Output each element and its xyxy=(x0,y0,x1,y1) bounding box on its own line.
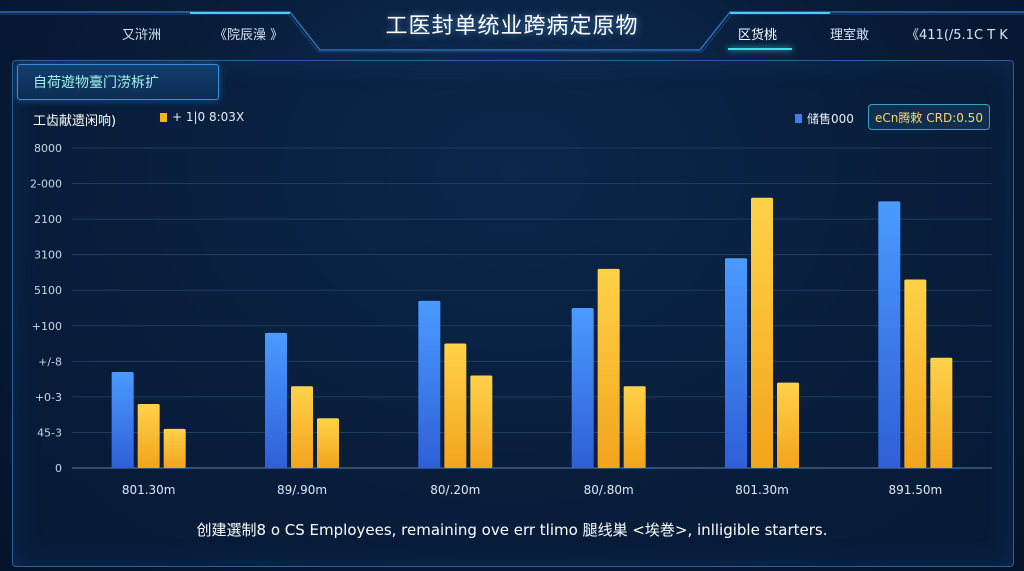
bar[interactable] xyxy=(904,279,927,468)
bar[interactable] xyxy=(137,404,160,468)
y-tick-label: 0 xyxy=(55,462,62,475)
ratio-badge-text: eCn腾敕 CRD:0.50 xyxy=(875,110,983,125)
nav-item-right-2[interactable]: 理室敢 xyxy=(830,28,870,43)
bar[interactable] xyxy=(444,343,467,468)
page-title: 工医封单统业跨病定原物 xyxy=(385,14,639,39)
legend-swatch-blue xyxy=(795,114,802,123)
chart-grid xyxy=(72,147,992,469)
nav-item-left-1[interactable]: 又浒洲 xyxy=(122,28,162,43)
x-tick-label: 801.30m xyxy=(122,483,176,497)
y-axis-ticks: 0 45-3 +0-3 +/-8 +100 5100 3100 2100 2-000 8000 xyxy=(30,142,62,475)
x-tick-label: 89/.90m xyxy=(277,483,327,497)
x-tick-label: 80/.80m xyxy=(584,483,634,497)
y-tick-label: 3100 xyxy=(34,249,62,262)
y-tick-label: +/-8 xyxy=(38,355,62,368)
panel-tab[interactable] xyxy=(17,64,219,100)
bar[interactable] xyxy=(751,197,773,468)
bar[interactable] xyxy=(265,332,287,468)
bar[interactable] xyxy=(163,428,186,468)
ratio-badge: eCn腾敕 CRD:0.50 xyxy=(868,104,990,130)
bar[interactable] xyxy=(571,308,594,468)
bar[interactable] xyxy=(418,300,441,468)
y-tick-label: 2100 xyxy=(34,213,62,226)
bar[interactable] xyxy=(317,418,339,468)
legend-item-blue: 储售000 xyxy=(795,110,854,127)
header-frame xyxy=(0,11,1024,53)
nav-item-right-1[interactable]: 区货桃 xyxy=(738,28,778,43)
nav-active-indicator xyxy=(728,48,792,50)
y-tick-label: 5100 xyxy=(34,284,62,297)
panel-tab-label: 自荷遊物臺门涝柝扩 xyxy=(33,75,159,91)
y-tick-label: +0-3 xyxy=(35,391,62,404)
bar[interactable] xyxy=(291,386,313,468)
x-tick-label: 801.30m xyxy=(735,483,789,497)
legend-item-yellow: + 1|0 8:03X xyxy=(160,110,244,124)
bar[interactable] xyxy=(725,258,747,468)
nav-item-left-2[interactable]: 《院辰澡 》 xyxy=(214,28,284,43)
legend-label-yellow: + 1|0 8:03X xyxy=(172,110,245,124)
chart-subtitle: 工齿献遗闲响) xyxy=(33,114,117,129)
chart-bars xyxy=(111,197,953,469)
bar[interactable] xyxy=(597,268,620,468)
y-tick-label: 2-000 xyxy=(30,178,62,191)
nav-item-right-3[interactable]: 《411(/5.1C T K xyxy=(906,28,1008,43)
legend-label-blue: 储售000 xyxy=(807,112,854,126)
chart-panel xyxy=(12,60,1014,567)
x-tick-label: 80/.20m xyxy=(430,483,480,497)
bar[interactable] xyxy=(470,375,493,468)
bar[interactable] xyxy=(111,372,134,468)
bar[interactable] xyxy=(930,357,953,468)
y-tick-label: 8000 xyxy=(34,142,62,155)
bar[interactable] xyxy=(777,382,799,468)
footer-note: 创建選制8 o CS Employees, remaining ove err … xyxy=(196,521,828,539)
legend-swatch-yellow xyxy=(160,112,167,122)
y-tick-label: +100 xyxy=(32,320,62,333)
bar[interactable] xyxy=(623,386,646,468)
top-header: 工医封单统业跨病定原物 又浒洲 《院辰澡 》 区货桃 理室敢 《411(/5.1… xyxy=(0,0,1024,56)
x-tick-label: 891.50m xyxy=(888,483,942,497)
y-tick-label: 45-3 xyxy=(37,426,62,439)
x-axis-ticks: 801.30m 89/.90m 80/.20m 80/.80m 801.30m 891.5… xyxy=(122,483,942,497)
bar[interactable] xyxy=(878,201,901,469)
